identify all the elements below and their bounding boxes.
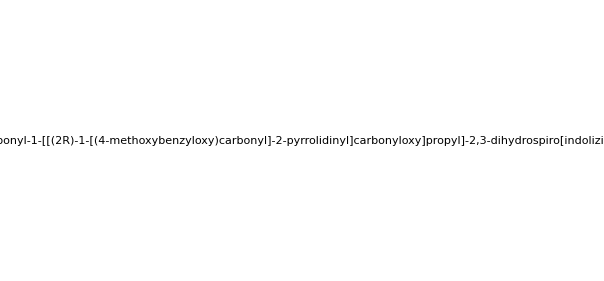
Text: 6-Cyano-7-[(R)-1-ethoxycarbonyl-1-[[(2R)-1-[(4-methoxybenzyloxy)carbonyl]-2-pyrr: 6-Cyano-7-[(R)-1-ethoxycarbonyl-1-[[(2R)… xyxy=(0,135,604,146)
